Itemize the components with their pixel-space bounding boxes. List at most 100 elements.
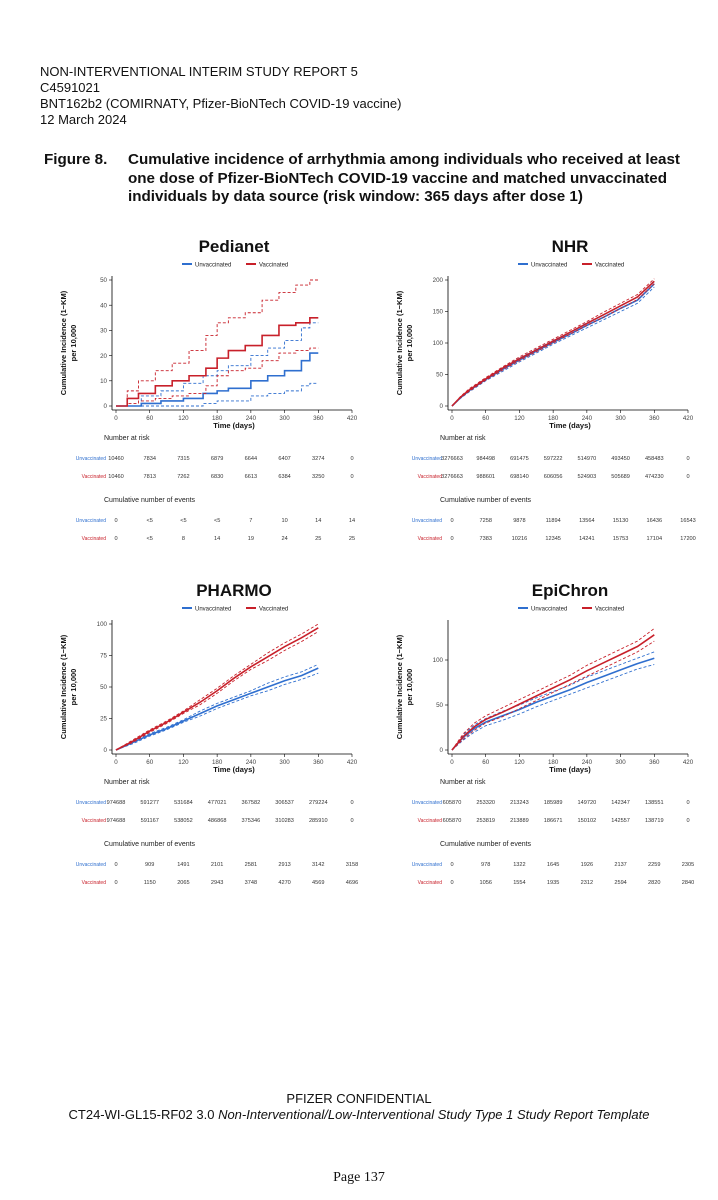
cumulative-events-cell: 3748 <box>245 880 257 886</box>
cumulative-events-cell: 0 <box>450 518 453 524</box>
y-tick-label: 20 <box>100 353 107 360</box>
header-line: C4591021 <box>40 80 100 95</box>
y-tick-label: 200 <box>433 277 444 284</box>
chart-panel-pedianet: Pedianet Unvaccinated Vaccinated 0 10 20 30 40 5… <box>36 232 366 577</box>
cumulative-events-cell: 11894 <box>546 518 561 524</box>
x-tick-label: 300 <box>279 415 290 422</box>
number-at-risk-cell: 306537 <box>275 800 294 806</box>
number-at-risk-cell: 486868 <box>208 818 227 824</box>
vaccinated-series-line <box>451 634 655 751</box>
cumulative-events-cell: 1645 <box>547 862 559 868</box>
number-at-risk-title: Number at risk <box>440 435 486 442</box>
y-tick-label: 50 <box>436 702 443 709</box>
number-at-risk-cell: 3276663 <box>441 474 463 480</box>
cumulative-events-cell: 978 <box>481 862 490 868</box>
number-at-risk-cell: 606056 <box>544 474 563 480</box>
cumulative-events-cell: 0 <box>114 862 117 868</box>
x-tick-label: 180 <box>548 415 559 422</box>
cumulative-events-cell: 2840 <box>682 880 694 886</box>
number-at-risk-cell: 458483 <box>645 456 664 462</box>
vaccinated-series-line <box>116 317 319 407</box>
cumulative-events-cell: 25 <box>315 536 321 542</box>
number-at-risk-cell: 7262 <box>177 474 189 480</box>
number-at-risk-cell: 7834 <box>143 456 155 462</box>
cumulative-events-cell: 4270 <box>278 880 290 886</box>
x-tick-label: 0 <box>450 415 454 422</box>
x-tick-label: 60 <box>146 415 153 422</box>
cumulative-events-cell: 1926 <box>581 862 593 868</box>
vaccinated-upper-ci-line <box>115 623 319 751</box>
legend-label: Vaccinated <box>595 607 624 613</box>
x-tick-label: 180 <box>212 415 223 422</box>
y-tick-label: 75 <box>100 653 107 660</box>
number-at-risk-cell: 0 <box>350 800 353 806</box>
cumulative-events-cell: 7258 <box>479 518 491 524</box>
cumulative-events-cell: 14 <box>214 536 220 542</box>
header-line: 12 March 2024 <box>40 112 127 127</box>
number-at-risk-cell: 3250 <box>312 474 324 480</box>
x-tick-label: 360 <box>649 415 660 422</box>
number-at-risk-cell: 6830 <box>211 474 223 480</box>
cumulative-events-cell: 2259 <box>648 862 660 868</box>
y-tick-label: 30 <box>100 328 107 335</box>
chart-svg: Pedianet Unvaccinated Vaccinated 0 10 20 30 40 5… <box>59 237 358 542</box>
number-at-risk-cell: 0 <box>686 474 689 480</box>
cumulative-events-title: Cumulative number of events <box>440 497 532 504</box>
y-tick-label: 50 <box>100 684 107 691</box>
number-at-risk-row-label: Unvaccinated <box>412 456 443 462</box>
vaccinated-lower-ci-line <box>116 347 319 407</box>
chart-panel-pharmo: PHARMO Unvaccinated Vaccinated 0 25 50 75 100 0 6… <box>36 576 366 921</box>
cumulative-events-cell: <5 <box>180 518 186 524</box>
cumulative-events-cell: 17104 <box>647 536 663 542</box>
vaccinated-lower-ci-line <box>451 283 655 407</box>
number-at-risk-row-label: Vaccinated <box>418 818 443 824</box>
chart-title: Pedianet <box>199 237 270 256</box>
y-tick-label: 150 <box>433 309 444 316</box>
x-tick-label: 420 <box>347 415 358 422</box>
x-tick-label: 300 <box>279 759 290 766</box>
number-at-risk-cell: 10460 <box>108 456 124 462</box>
chart-svg: EpiChron Unvaccinated Vaccinated 0 50 100 0 60 1… <box>395 581 694 886</box>
number-at-risk-title: Number at risk <box>440 779 486 786</box>
legend-label: Unvaccinated <box>531 607 567 613</box>
number-at-risk-cell: 213243 <box>510 800 529 806</box>
y-tick-label: 100 <box>97 621 108 628</box>
y-tick-label: 0 <box>440 747 444 754</box>
cumulative-events-cell: 2943 <box>211 880 223 886</box>
cumulative-events-row-label: Unvaccinated <box>76 862 107 868</box>
number-at-risk-cell: 6879 <box>211 456 223 462</box>
number-at-risk-cell: 493450 <box>611 456 630 462</box>
x-tick-label: 240 <box>246 415 257 422</box>
vaccinated-upper-ci-line <box>451 278 655 407</box>
unvaccinated-lower-ci-line <box>451 664 655 751</box>
number-at-risk-cell: 138719 <box>645 818 664 824</box>
cumulative-events-cell: 0 <box>450 536 453 542</box>
cumulative-events-cell: 16436 <box>647 518 663 524</box>
cumulative-events-row-label: Vaccinated <box>82 880 107 886</box>
number-at-risk-cell: 591167 <box>141 818 159 824</box>
cumulative-events-cell: 4696 <box>346 880 358 886</box>
number-at-risk-cell: 514970 <box>578 456 597 462</box>
unvaccinated-series-line <box>451 657 655 751</box>
unvaccinated-lower-ci-line <box>451 286 655 407</box>
x-axis-label: Time (days) <box>213 765 255 774</box>
cumulative-events-cell: <5 <box>147 518 153 524</box>
number-at-risk-cell: 6384 <box>278 474 290 480</box>
number-at-risk-cell: 974688 <box>107 818 126 824</box>
y-axis-label-unit: per 10,000 <box>69 669 78 706</box>
number-at-risk-cell: 597222 <box>544 456 563 462</box>
cumulative-events-cell: 2594 <box>614 880 626 886</box>
x-tick-label: 420 <box>683 759 694 766</box>
unvaccinated-upper-ci-line <box>115 663 319 751</box>
number-at-risk-cell: 531684 <box>174 800 193 806</box>
cumulative-events-cell: 0 <box>450 862 453 868</box>
x-tick-label: 60 <box>146 759 153 766</box>
unvaccinated-lower-ci-line <box>116 382 319 407</box>
cumulative-events-cell: 2820 <box>648 880 660 886</box>
number-at-risk-row-label: Unvaccinated <box>76 800 107 806</box>
unvaccinated-upper-ci-line <box>451 651 655 751</box>
legend-label: Vaccinated <box>259 263 288 269</box>
cumulative-events-cell: 10216 <box>512 536 528 542</box>
x-tick-label: 60 <box>482 759 489 766</box>
y-tick-label: 100 <box>433 340 444 347</box>
